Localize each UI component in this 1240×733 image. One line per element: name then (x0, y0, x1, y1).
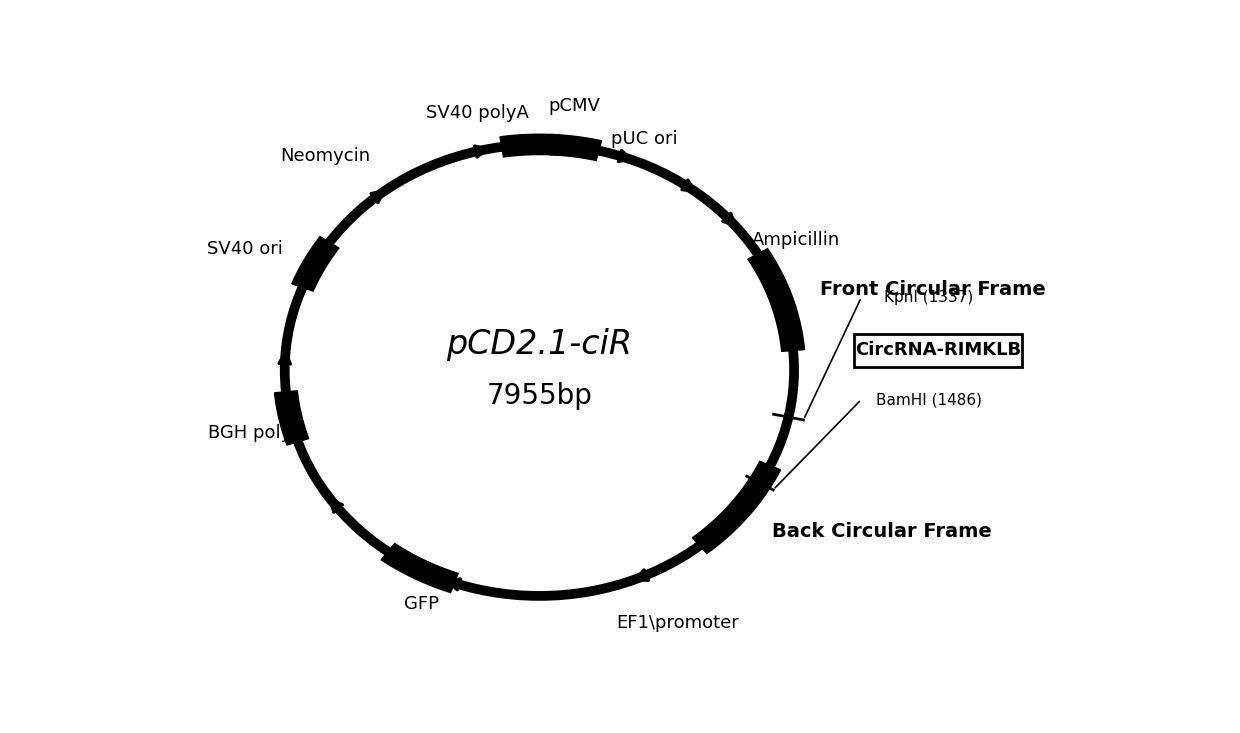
Text: Neomycin: Neomycin (280, 147, 370, 165)
Polygon shape (748, 248, 805, 351)
Text: SV40 ori: SV40 ori (207, 240, 283, 258)
Text: pUC ori: pUC ori (611, 130, 678, 148)
Polygon shape (500, 134, 560, 157)
Text: Back Circular Frame: Back Circular Frame (773, 522, 992, 541)
Text: Ampicillin: Ampicillin (751, 232, 839, 249)
Bar (854, 334, 1022, 366)
Text: BGH polyA: BGH polyA (207, 424, 304, 442)
Polygon shape (274, 391, 309, 445)
Text: BamHI (1486): BamHI (1486) (875, 392, 982, 407)
Polygon shape (291, 237, 339, 291)
Text: EF1\promoter: EF1\promoter (616, 614, 739, 632)
Polygon shape (551, 134, 601, 161)
Polygon shape (381, 543, 459, 592)
Text: KpnI (1337): KpnI (1337) (884, 290, 973, 305)
Text: SV40 polyA: SV40 polyA (427, 104, 529, 122)
Text: 7955bp: 7955bp (486, 382, 593, 410)
Text: GFP: GFP (404, 595, 439, 614)
Text: pCMV: pCMV (549, 97, 600, 114)
Text: pCD2.1-ciR: pCD2.1-ciR (446, 328, 632, 361)
Polygon shape (692, 461, 781, 553)
Text: CircRNA-RIMKLB: CircRNA-RIMKLB (856, 342, 1022, 359)
Text: Front Circular Frame: Front Circular Frame (821, 280, 1047, 299)
